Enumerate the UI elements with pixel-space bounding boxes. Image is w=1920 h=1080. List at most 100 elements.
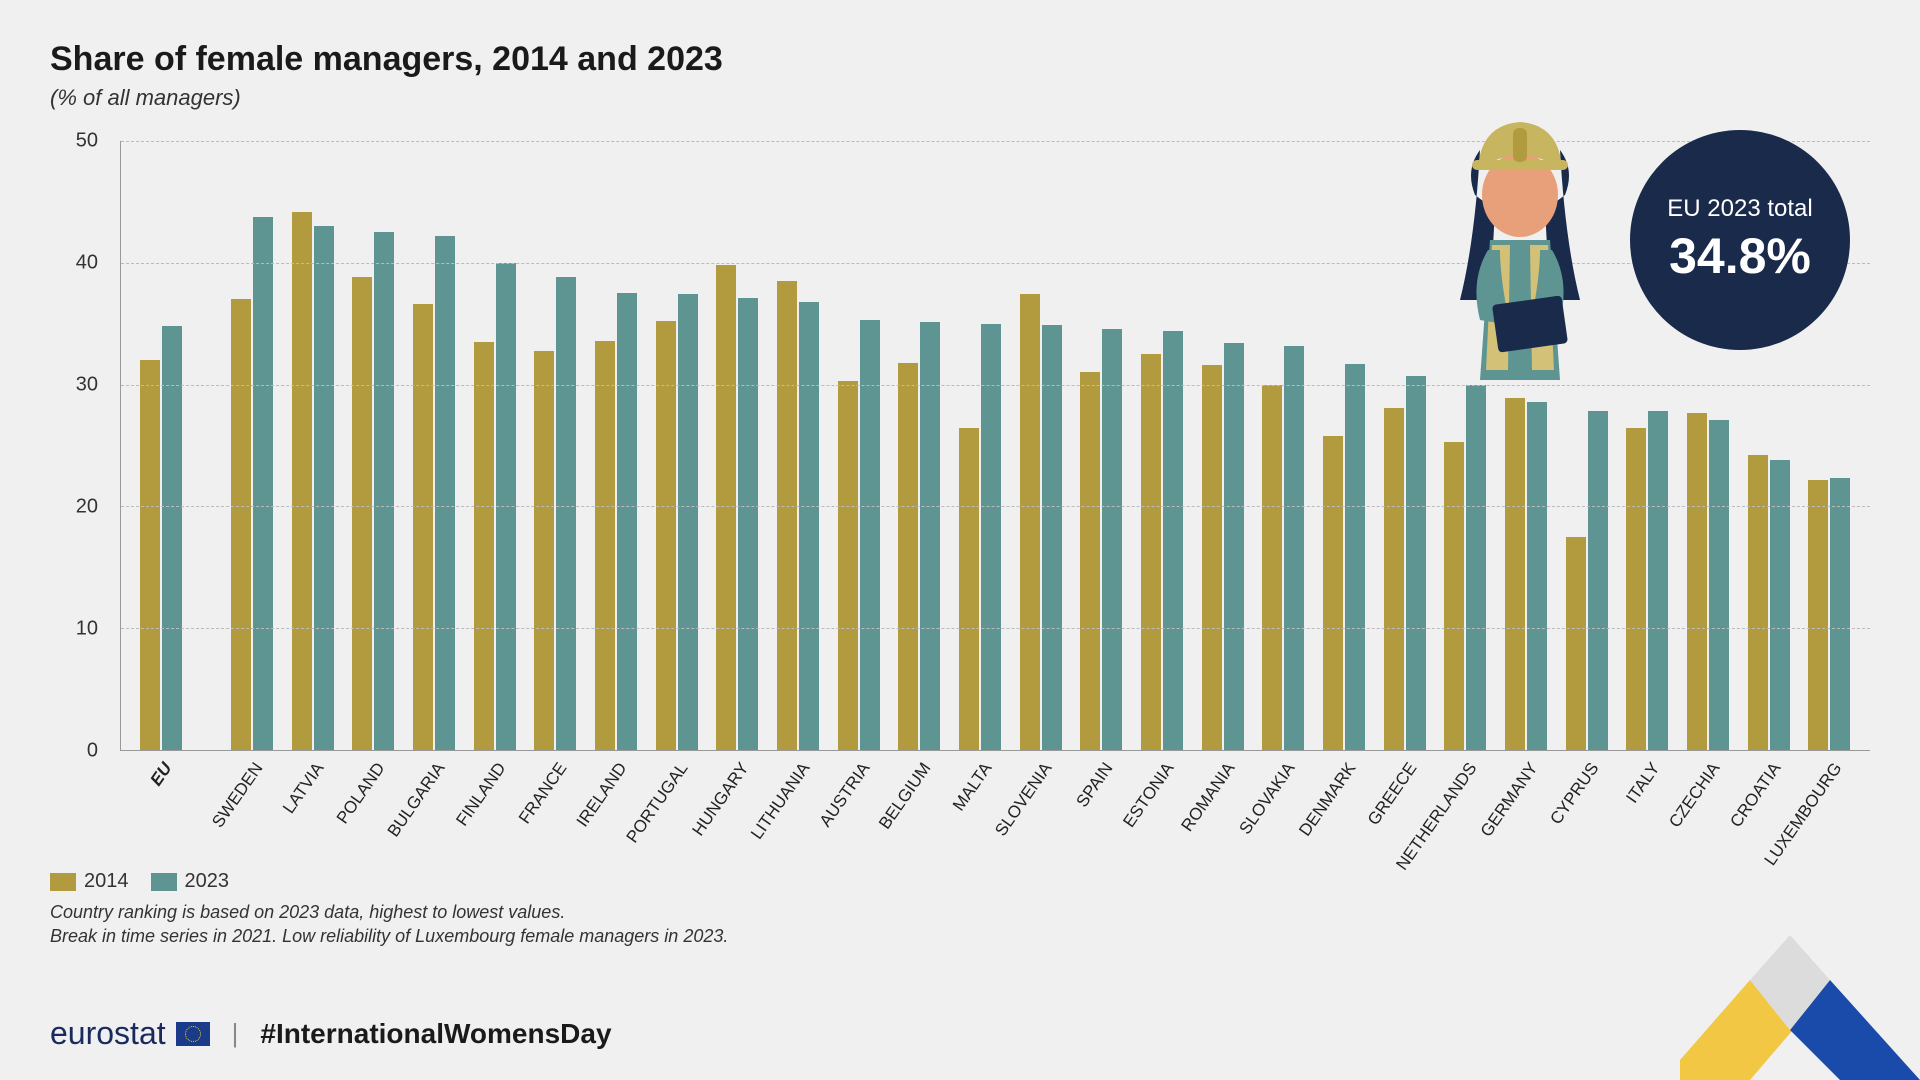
y-tick: 0: [87, 740, 98, 763]
bar-group: [1253, 141, 1314, 750]
bar-2023: [678, 294, 698, 750]
bar-2014: [1626, 428, 1646, 750]
callout-label: EU 2023 total: [1667, 195, 1812, 223]
x-label: EU: [147, 759, 177, 790]
bar-2023: [1648, 411, 1668, 750]
bar-group: [525, 141, 586, 750]
x-label: ITALY: [1622, 759, 1664, 807]
bar-group: [950, 141, 1011, 750]
y-tick: 10: [76, 618, 98, 641]
x-label-slot: GERMANY: [1496, 751, 1557, 891]
bar-group: [889, 141, 950, 750]
bar-2014: [959, 428, 979, 750]
x-label-slot: DENMARK: [1314, 751, 1375, 891]
bar-2023: [799, 302, 819, 750]
footer-divider: |: [232, 1018, 239, 1049]
bar-group: [1071, 141, 1132, 750]
bar-group: [1132, 141, 1193, 750]
bar-2023: [1102, 329, 1122, 750]
legend-label-2014: 2014: [84, 870, 129, 893]
bar-2023: [374, 232, 394, 750]
y-tick: 40: [76, 252, 98, 275]
bar-group: [707, 141, 768, 750]
hardhat-ridge-icon: [1513, 128, 1527, 162]
chart-title: Share of female managers, 2014 and 2023: [50, 40, 1870, 79]
bar-group: [586, 141, 647, 750]
bar-2023: [1345, 364, 1365, 750]
bar-2014: [1384, 408, 1404, 750]
bar-2023: [981, 324, 1001, 750]
eu-flag-icon: [176, 1022, 210, 1046]
bar-2014: [1444, 442, 1464, 750]
bar-2014: [777, 281, 797, 750]
note-line-2: Break in time series in 2021. Low reliab…: [50, 924, 728, 948]
bar-2023: [1709, 420, 1729, 750]
legend-label-2023: 2023: [185, 870, 230, 893]
bar-2023: [920, 322, 940, 750]
bar-2014: [352, 277, 372, 750]
bar-2014: [1505, 398, 1525, 750]
bar-group: [1314, 141, 1375, 750]
legend: 2014 2023: [50, 870, 229, 893]
x-label-slot: BULGARIA: [403, 751, 464, 891]
bar-group: [768, 141, 829, 750]
legend-swatch-2023: [151, 873, 177, 891]
hashtag: #InternationalWomensDay: [260, 1018, 611, 1050]
bar-2023: [1466, 385, 1486, 750]
note-line-1: Country ranking is based on 2023 data, h…: [50, 900, 728, 924]
bar-2023: [1527, 402, 1547, 750]
bar-2023: [253, 217, 273, 750]
bar-2014: [1202, 365, 1222, 750]
bar-2014: [1566, 537, 1586, 750]
bar-2014: [413, 304, 433, 750]
bar-2014: [1262, 385, 1282, 750]
bar-group: [464, 141, 525, 750]
gridline: [121, 506, 1870, 507]
bar-2023: [738, 298, 758, 750]
bar-group: [1010, 141, 1071, 750]
x-label: SWEDEN: [208, 759, 267, 832]
brand-text: eurostat: [50, 1015, 166, 1052]
bar-2023: [556, 277, 576, 750]
bar-2014: [898, 363, 918, 750]
bar-2014: [1323, 436, 1343, 750]
x-label-slot: FINLAND: [464, 751, 525, 891]
x-label: LATVIA: [279, 759, 328, 817]
x-label-slot: CYPRUS: [1557, 751, 1618, 891]
x-label: SPAIN: [1073, 759, 1118, 811]
bar-2014: [231, 299, 251, 750]
bar-2014: [292, 212, 312, 750]
bar-group: [131, 141, 192, 750]
legend-item-2023: 2023: [151, 870, 230, 893]
y-tick: 20: [76, 496, 98, 519]
bar-group: [222, 141, 283, 750]
bar-group: [646, 141, 707, 750]
gridline: [121, 628, 1870, 629]
bar-2023: [435, 236, 455, 750]
bar-2023: [617, 293, 637, 750]
bar-2014: [1080, 372, 1100, 750]
chart-notes: Country ranking is based on 2023 data, h…: [50, 900, 728, 949]
callout-value: 34.8%: [1669, 227, 1811, 285]
bar-2014: [1748, 455, 1768, 750]
legend-item-2014: 2014: [50, 870, 129, 893]
bar-2023: [1588, 411, 1608, 750]
bar-group: [828, 141, 889, 750]
bar-group: [343, 141, 404, 750]
bar-2014: [1141, 354, 1161, 750]
bar-2023: [1770, 460, 1790, 750]
x-label-slot: LATVIA: [281, 751, 342, 891]
footer: eurostat | #InternationalWomensDay: [50, 1015, 612, 1052]
woman-manager-illustration: [1420, 100, 1620, 380]
x-label-slot: SWEDEN: [221, 751, 282, 891]
x-label-slot: LUXEMBOURG: [1799, 751, 1860, 891]
bar-2014: [1687, 413, 1707, 750]
y-tick: 30: [76, 374, 98, 397]
bar-2023: [1406, 376, 1426, 750]
bar-2014: [1020, 294, 1040, 750]
bar-2014: [474, 342, 494, 750]
bar-2014: [140, 360, 160, 750]
bar-group: [282, 141, 343, 750]
legend-swatch-2014: [50, 873, 76, 891]
bar-2014: [534, 351, 554, 751]
